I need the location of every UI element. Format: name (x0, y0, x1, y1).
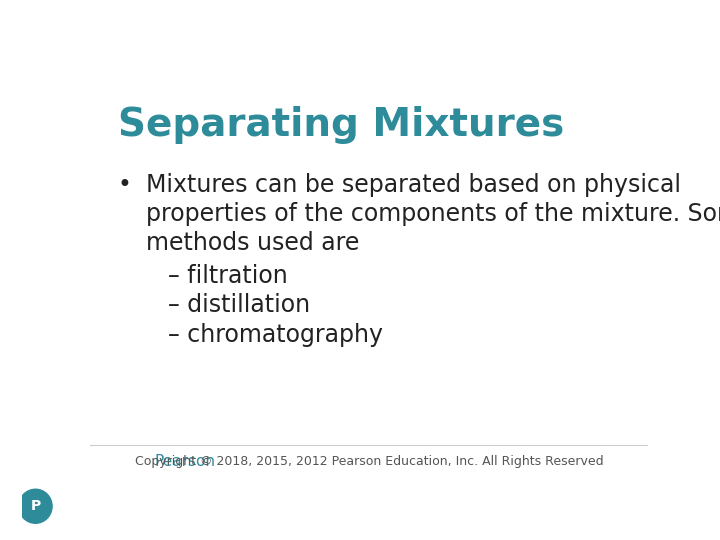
Text: Copyright © 2018, 2015, 2012 Pearson Education, Inc. All Rights Reserved: Copyright © 2018, 2015, 2012 Pearson Edu… (135, 455, 603, 468)
Text: – chromatography: – chromatography (168, 322, 383, 347)
Text: P: P (30, 500, 40, 513)
Text: – filtration: – filtration (168, 265, 288, 288)
Text: Pearson: Pearson (154, 454, 215, 469)
Text: •: • (118, 173, 132, 197)
Circle shape (19, 489, 52, 523)
Text: Mixtures can be separated based on physical: Mixtures can be separated based on physi… (145, 173, 681, 197)
Text: Separating Mixtures: Separating Mixtures (118, 106, 564, 144)
Text: methods used are: methods used are (145, 231, 359, 255)
Text: – distillation: – distillation (168, 294, 310, 318)
Text: properties of the components of the mixture. Some: properties of the components of the mixt… (145, 202, 720, 226)
